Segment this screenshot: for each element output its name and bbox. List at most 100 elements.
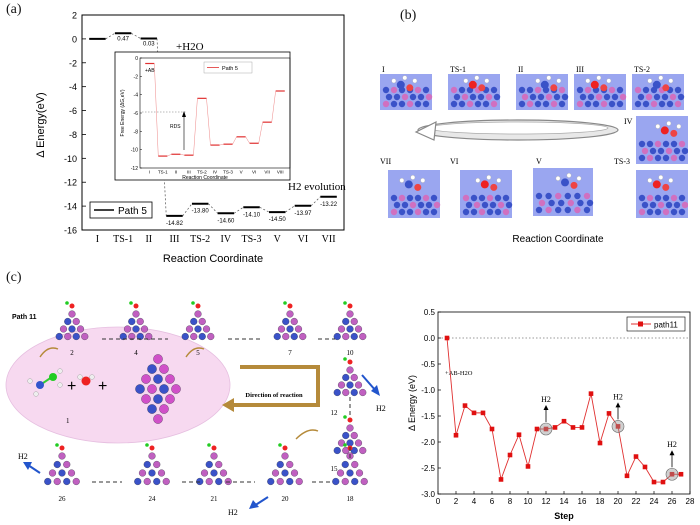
panel-c-data-point	[570, 425, 576, 430]
panel-c-h2-arrow-right	[361, 374, 380, 396]
panel-a-xtick-label: VII	[322, 234, 336, 245]
panel-c-data-point	[498, 477, 504, 482]
panel-c-legend-label: path11	[654, 321, 678, 330]
panel-c-data-point	[552, 425, 558, 430]
panel-a-data-label: -14.60	[217, 218, 235, 224]
panel-a-connector	[182, 203, 193, 217]
panel-a-data-label: 0.47	[117, 36, 129, 42]
panel-c-direction-arrow	[222, 365, 320, 412]
panel-a-ytick-label: -14	[64, 202, 77, 212]
panel-c-h2-arrow-bottom	[249, 496, 269, 509]
panel-b-structure-label: I	[382, 65, 385, 74]
panel-c-cluster	[333, 415, 367, 455]
panel-c-xtick-label: 4	[472, 497, 477, 506]
panel-c-data-point	[633, 454, 639, 459]
panel-b-structure-image	[516, 74, 569, 110]
panel-c-data-point	[462, 403, 468, 408]
panel-a-inset-ytick-label: -12	[131, 166, 138, 172]
panel-a-xtick-label: V	[274, 234, 282, 245]
panel-c-data-point	[444, 335, 450, 341]
panel-c-center-num: 1	[66, 417, 70, 425]
panel-a-inset-connector	[180, 154, 185, 156]
panel-a-inset-connector	[232, 136, 237, 145]
panel-c-cluster	[267, 443, 303, 486]
panel-c-data-point	[507, 452, 513, 458]
panel-a-inset-xtick-label: III	[187, 170, 191, 175]
panel-b-structure-image	[574, 74, 627, 110]
panel-b-structure-image	[460, 170, 513, 218]
panel-a-label: (a)	[6, 2, 22, 17]
panel-c-step-number: 7	[288, 349, 292, 357]
panel-c-xtick-label: 16	[578, 497, 587, 506]
panel-c-ytick-label: -3.0	[421, 490, 435, 499]
panel-a-xtick-label: TS-3	[242, 234, 262, 245]
panel-a-ytick-label: 0	[72, 34, 77, 44]
panel-a-inset-ab-label: +AB	[145, 68, 155, 74]
panel-b-structure-image	[448, 74, 501, 110]
panel-c-plus-1: +	[67, 378, 76, 395]
panel-a-inset-ytick-label: 0	[135, 56, 138, 62]
panel-c-h2-arrowhead	[669, 450, 675, 456]
panel-a-ytick-label: -6	[69, 106, 77, 116]
panel-c-ytick-label: 0.0	[424, 334, 436, 343]
panel-c-h2-marker	[665, 467, 679, 481]
panel-c-cluster	[273, 301, 307, 341]
panel-c-h2-label-bottom: H2	[228, 508, 238, 517]
panel-a-connector	[259, 206, 270, 213]
panel-c-h2-label-right: H2	[376, 404, 386, 413]
panel-a-xtick-label: II	[145, 234, 152, 245]
panel-a-data-label: -13.80	[192, 209, 210, 215]
panel-c-data-point	[453, 432, 459, 438]
panel-c-step-number: 12	[331, 409, 339, 417]
panel-c-h2-label-left: H2	[18, 452, 28, 461]
panel-a-inset-connector	[167, 154, 172, 157]
panel-c-dashed-connectors	[92, 338, 351, 483]
panel-a-inset-connector	[154, 63, 159, 157]
panel-c-data-point	[606, 411, 612, 416]
panel-a-connector	[105, 32, 116, 40]
panel-a-data-label: -14.50	[269, 217, 287, 223]
panel-c-y-axis-label: Δ Energy (eV)	[407, 375, 417, 431]
panel-c-ytick-label: -0.5	[421, 360, 435, 369]
panel-a-xtick-label: III	[169, 234, 179, 245]
panel-a-inset-x-label: Reaction Coordinate	[182, 175, 228, 181]
panel-c-xtick-label: 20	[614, 497, 623, 506]
panel-c-step-number: 20	[282, 495, 290, 503]
panel-c-ab-annotation: +AB-H2O	[445, 370, 473, 377]
panel-c-data-point	[597, 440, 603, 446]
panel-a-connector	[233, 207, 244, 214]
panel-c-cluster	[55, 301, 89, 341]
panel-c-h2-arrowhead	[615, 402, 621, 408]
panel-a-xtick-label: I	[96, 234, 99, 245]
panel-a-xtick-label: TS-1	[113, 234, 133, 245]
panel-a-inset-ytick-label: -2	[134, 74, 139, 80]
panel-c-h2-label: H2	[541, 395, 551, 404]
panel-c-data-point	[525, 464, 531, 469]
panel-a-inset-connector	[206, 98, 211, 146]
panel-a-inset-xtick-label: TS-3	[223, 170, 233, 175]
panel-c-large-cluster	[135, 354, 181, 424]
panel-c-cluster	[196, 443, 232, 486]
panel-b-footer: Reaction Coordinate	[512, 234, 604, 245]
panel-c-plot-frame	[437, 311, 691, 495]
panel-c-h2-marker	[539, 422, 553, 436]
panel-b-structure-image	[636, 170, 688, 218]
panel-a-data-label: 0.03	[143, 42, 155, 48]
panel-c-cluster	[332, 443, 368, 486]
panel-c-xtick-label: 22	[632, 497, 641, 506]
panel-a-inset-xtick-label: IV	[213, 170, 217, 175]
panel-c-cluster	[44, 443, 80, 486]
panel-a-xtick-label: IV	[221, 234, 232, 245]
panel-c-water-molecule	[77, 374, 95, 386]
panel-c-data-point	[561, 418, 567, 424]
panel-c-h2-label: H2	[667, 440, 677, 449]
panel-c-step-number: 10	[347, 349, 355, 357]
panel-c-energy-chart: 0.50.0-0.5-1.0-1.5-2.0-2.5-3.0 0 2 4 6 8 10 12…	[407, 308, 695, 521]
panel-a-ytick-label: -4	[69, 82, 77, 92]
panel-a-connector	[285, 205, 295, 213]
panel-a-ytick-label: -2	[69, 58, 77, 68]
panel-c-h2-arrowhead	[543, 405, 549, 410]
panel-a-data-label: -13.97	[294, 211, 312, 217]
